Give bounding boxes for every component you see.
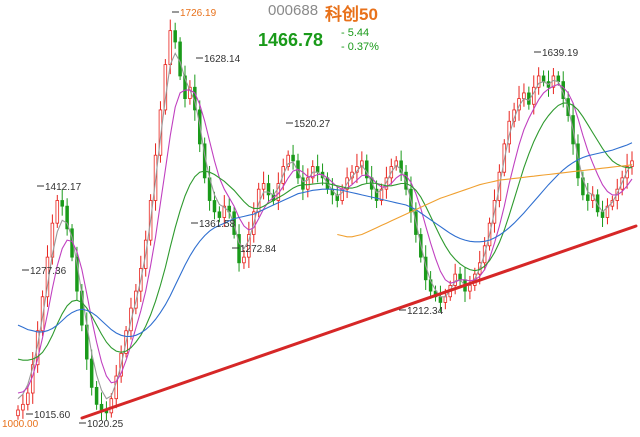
- candle-body: [556, 75, 561, 83]
- candle-body: [89, 358, 94, 388]
- annotation-label: 1639.19: [542, 48, 579, 59]
- candle-body: [443, 296, 448, 303]
- candle-body: [605, 205, 610, 218]
- candle-body: [458, 273, 462, 281]
- candle-body: [374, 188, 379, 201]
- annotation-label: 1726.19: [180, 8, 217, 19]
- annotation-label: 1520.27: [294, 119, 331, 130]
- candle-body: [438, 296, 443, 303]
- candle-body: [266, 183, 271, 196]
- moving-average-line-1: [17, 83, 633, 394]
- candle-body: [586, 194, 590, 201]
- candle-body: [212, 200, 217, 213]
- index-change-pct: - 0.37%: [341, 41, 379, 53]
- candle-body: [26, 392, 30, 405]
- candle-body: [183, 75, 187, 99]
- candle-body: [55, 200, 60, 224]
- candle-body: [16, 409, 20, 417]
- candle-body: [291, 154, 295, 162]
- candle-body: [301, 177, 305, 190]
- moving-average-line-2: [17, 102, 632, 361]
- candle-body: [173, 30, 177, 43]
- candle-body: [532, 86, 536, 105]
- candles-layer: [16, 19, 634, 421]
- annotation-label: 1272.84: [240, 244, 277, 255]
- candle-body: [335, 194, 340, 201]
- candle-body: [468, 285, 472, 292]
- candle-body: [536, 75, 541, 88]
- trendline-layer: [80, 224, 638, 420]
- candle-body: [237, 234, 241, 264]
- candle-body: [247, 234, 251, 258]
- candle-body: [379, 188, 384, 201]
- index-change: - 5.44: [341, 27, 370, 39]
- annotation-label: 1412.17: [45, 182, 82, 193]
- annotation-label: 1015.60: [34, 410, 71, 421]
- candle-body: [384, 177, 389, 190]
- annotations-layer: 1726.19 1628.14 1639.19 1520.27 1412.17 1361.…: [2, 8, 579, 430]
- candle-body: [360, 160, 364, 167]
- annotation-label: 1628.14: [204, 54, 241, 65]
- candle-body: [35, 330, 40, 366]
- candle-body: [315, 166, 320, 173]
- candle-body: [306, 177, 310, 190]
- candle-body: [600, 211, 605, 218]
- annotation-label: 1000.00: [2, 419, 39, 430]
- index-code: 000688: [268, 2, 319, 19]
- moving-averages-layer: [17, 52, 633, 400]
- candle-body: [158, 109, 163, 156]
- candle-body: [222, 205, 227, 218]
- candle-body: [630, 160, 634, 167]
- annotation-label: 1020.25: [87, 419, 124, 430]
- candle-body: [394, 160, 398, 167]
- moving-average-line-4: [337, 164, 633, 238]
- annotation-label: 1212.34: [407, 306, 444, 317]
- candle-body: [261, 183, 266, 190]
- candle-body: [217, 211, 222, 218]
- candle-body: [109, 398, 114, 414]
- annotation-label: 1361.58: [199, 219, 236, 230]
- candle-body: [168, 30, 173, 66]
- candle-body: [99, 403, 104, 411]
- candle-body: [453, 273, 457, 286]
- candle-body: [178, 41, 182, 77]
- index-name: 科创50: [325, 5, 378, 24]
- annotation-label: 1277.36: [30, 266, 67, 277]
- candle-body: [242, 256, 246, 264]
- support-trendline: [80, 224, 638, 420]
- candle-body: [94, 386, 99, 405]
- candle-body: [21, 403, 25, 411]
- moving-average-line-0: [17, 52, 633, 400]
- candle-body: [399, 160, 403, 173]
- candle-body: [60, 200, 64, 207]
- candle-body: [541, 75, 546, 83]
- candle-body: [522, 92, 526, 99]
- moving-average-line-3: [17, 142, 633, 337]
- index-price: 1466.78: [258, 30, 324, 50]
- candle-body: [286, 154, 290, 167]
- candle-body: [65, 205, 69, 230]
